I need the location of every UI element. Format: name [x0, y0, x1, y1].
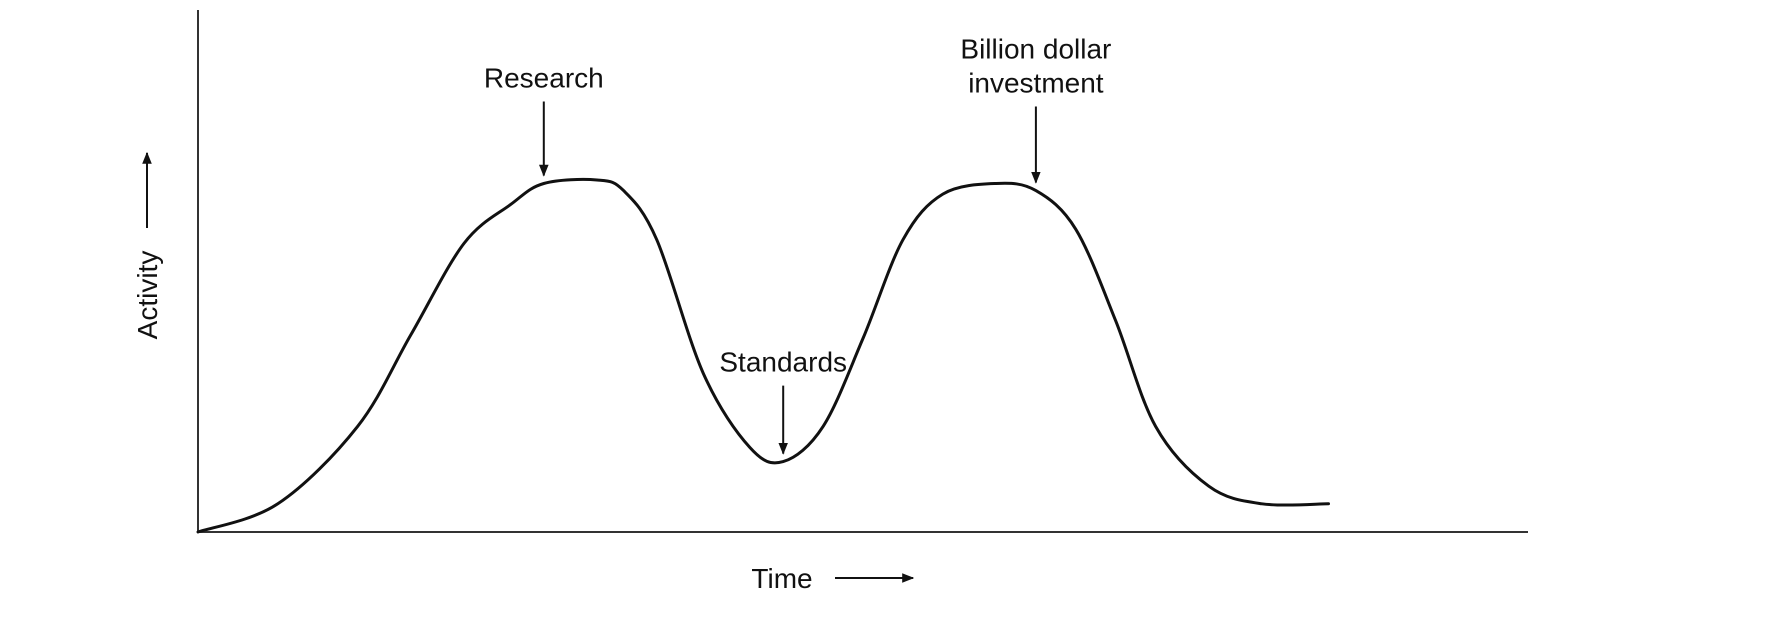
- x-axis-label-group: Time: [751, 563, 915, 594]
- x-axis-label: Time: [751, 563, 812, 594]
- annotation-research: Research: [484, 63, 604, 177]
- annotation-standards: Standards: [719, 347, 847, 455]
- annotation-research-label: Research: [484, 63, 604, 94]
- y-axis-label-group: Activity: [132, 151, 163, 340]
- activity-curve: [196, 177, 1330, 534]
- annotation-investment-label-line1: Billion dollar: [960, 34, 1111, 65]
- y-axis-label: Activity: [132, 251, 163, 340]
- annotation-investment-label-line2: investment: [968, 68, 1104, 99]
- annotation-standards-label: Standards: [719, 347, 847, 378]
- annotation-billion-dollar-investment: Billion dollar investment: [960, 34, 1111, 184]
